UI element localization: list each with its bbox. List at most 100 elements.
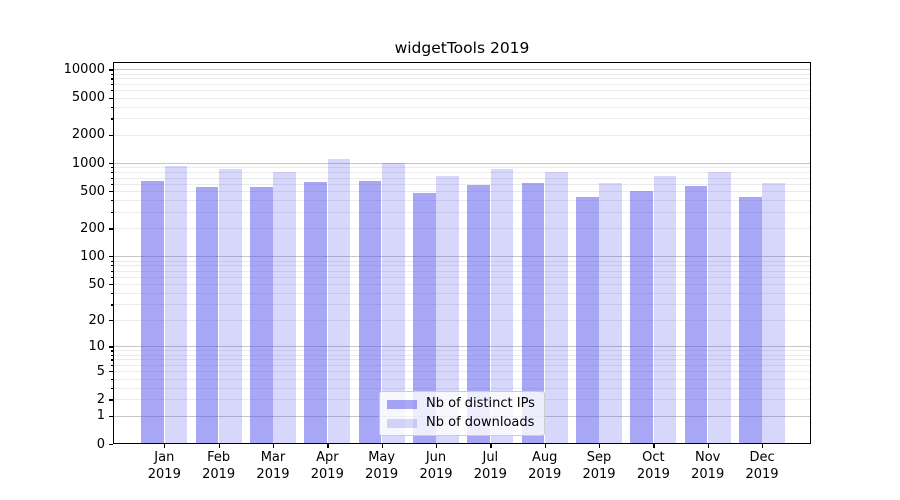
plot-area xyxy=(113,62,811,444)
x-axis-tick xyxy=(544,444,546,448)
x-tick-label: Apr 2019 xyxy=(310,450,344,482)
y-axis-minor-tick xyxy=(111,118,113,120)
x-tick-label: Aug 2019 xyxy=(528,450,562,482)
x-axis-tick xyxy=(164,444,166,448)
bar-nb-of-downloads-feb xyxy=(218,169,242,444)
gridline-minor xyxy=(113,118,811,120)
legend-label-downloads: Nb of downloads xyxy=(426,415,535,430)
bar-nb-of-downloads-jan xyxy=(164,165,188,444)
x-axis-tick xyxy=(653,444,655,448)
y-tick-label: 200 xyxy=(80,220,105,236)
y-tick-label: 50 xyxy=(88,276,105,292)
x-axis-tick xyxy=(381,444,383,448)
y-axis-minor-tick xyxy=(111,292,113,295)
gridline-minor xyxy=(113,177,811,179)
x-axis-tick xyxy=(218,444,220,448)
gridline-minor xyxy=(113,97,811,99)
x-axis-tick xyxy=(707,444,709,448)
gridline-minor xyxy=(113,78,811,80)
bar-nb-of-downloads-nov xyxy=(708,171,731,444)
gridline-major xyxy=(113,256,811,258)
y-axis-tick xyxy=(109,97,113,99)
y-axis-minor-tick xyxy=(111,304,113,306)
y-axis-minor-tick xyxy=(111,90,113,92)
y-axis-tick xyxy=(109,256,113,258)
bar-nb-of-distinct-ips-aug xyxy=(521,182,545,444)
bar-nb-of-distinct-ips-nov xyxy=(684,186,708,444)
y-axis-tick xyxy=(109,444,113,446)
gridline-minor xyxy=(113,270,811,272)
gridline-minor xyxy=(113,378,811,380)
gridline-minor xyxy=(113,265,811,267)
y-axis-minor-tick xyxy=(111,73,113,75)
gridline-minor xyxy=(113,276,811,278)
x-tick-label: Jul 2019 xyxy=(473,450,507,482)
gridline-minor xyxy=(113,83,811,85)
bar-nb-of-downloads-sep xyxy=(599,182,622,444)
y-tick-label: 100 xyxy=(80,248,105,264)
y-axis-tick xyxy=(109,134,113,137)
x-tick-label: Jan 2019 xyxy=(147,450,181,482)
y-axis-minor-tick xyxy=(111,378,113,380)
gridline-minor xyxy=(113,211,811,213)
gridline-major xyxy=(113,346,811,348)
bar-nb-of-distinct-ips-mar xyxy=(250,187,273,444)
gridline-minor xyxy=(113,228,811,230)
bar-nb-of-distinct-ips-feb xyxy=(195,186,219,444)
y-axis-minor-tick xyxy=(111,354,113,356)
gridline-major xyxy=(113,163,811,165)
y-axis-minor-tick xyxy=(111,260,113,262)
bar-nb-of-distinct-ips-jun xyxy=(413,192,436,444)
gridline-major xyxy=(113,69,811,71)
x-axis-tick xyxy=(490,444,492,448)
y-axis-minor-tick xyxy=(111,270,113,272)
bar-nb-of-downloads-aug xyxy=(544,172,568,444)
legend-label-distinct-ips: Nb of distinct IPs xyxy=(426,396,535,411)
x-axis-tick xyxy=(327,444,329,448)
y-tick-label: 5 xyxy=(96,363,105,379)
y-axis-minor-tick xyxy=(111,350,113,352)
legend-swatch-distinct-ips xyxy=(387,399,417,409)
chart-title: widgetTools 2019 xyxy=(394,39,530,57)
x-tick-label: Feb 2019 xyxy=(202,450,236,482)
y-axis-tick xyxy=(109,69,113,71)
x-axis-tick xyxy=(436,444,438,448)
y-axis-tick xyxy=(109,320,113,322)
legend-swatch-downloads xyxy=(387,418,417,428)
y-axis-minor-tick xyxy=(111,177,113,179)
y-axis-minor-tick xyxy=(111,183,113,185)
gridline-minor xyxy=(113,371,811,373)
x-tick-label: Mar 2019 xyxy=(256,450,290,482)
y-axis-minor-tick xyxy=(111,200,113,202)
y-axis-tick xyxy=(109,284,113,286)
y-axis-minor-tick xyxy=(111,265,113,267)
y-axis-minor-tick xyxy=(111,387,113,389)
y-axis-minor-tick xyxy=(111,83,113,86)
gridline-minor xyxy=(113,172,811,174)
gridline-minor xyxy=(113,320,811,322)
y-tick-label: 2 xyxy=(96,391,105,407)
y-axis-minor-tick xyxy=(111,167,113,169)
y-axis-tick xyxy=(109,399,113,401)
y-axis-minor-tick xyxy=(111,359,113,361)
y-axis-minor-tick xyxy=(111,172,113,174)
bar-nb-of-distinct-ips-jan xyxy=(141,180,164,444)
y-tick-label: 10000 xyxy=(63,61,105,77)
y-tick-label: 10 xyxy=(88,338,105,354)
x-tick-label: Sep 2019 xyxy=(582,450,616,482)
y-tick-label: 1000 xyxy=(71,155,105,171)
gridline-minor xyxy=(113,354,811,356)
y-axis-minor-tick xyxy=(111,78,113,80)
x-tick-label: May 2019 xyxy=(365,450,399,482)
gridline-minor xyxy=(113,387,811,389)
y-axis-tick xyxy=(109,191,113,193)
bar-nb-of-distinct-ips-apr xyxy=(304,181,327,444)
bar-nb-of-distinct-ips-oct xyxy=(630,191,654,444)
x-tick-label: Oct 2019 xyxy=(636,450,670,482)
bar-nb-of-downloads-may xyxy=(381,163,405,444)
legend-item-downloads: Nb of downloads xyxy=(387,415,537,431)
gridline-minor xyxy=(113,167,811,169)
gridline-minor xyxy=(113,292,811,294)
gridline-minor xyxy=(113,134,811,136)
gridline-minor xyxy=(113,183,811,185)
